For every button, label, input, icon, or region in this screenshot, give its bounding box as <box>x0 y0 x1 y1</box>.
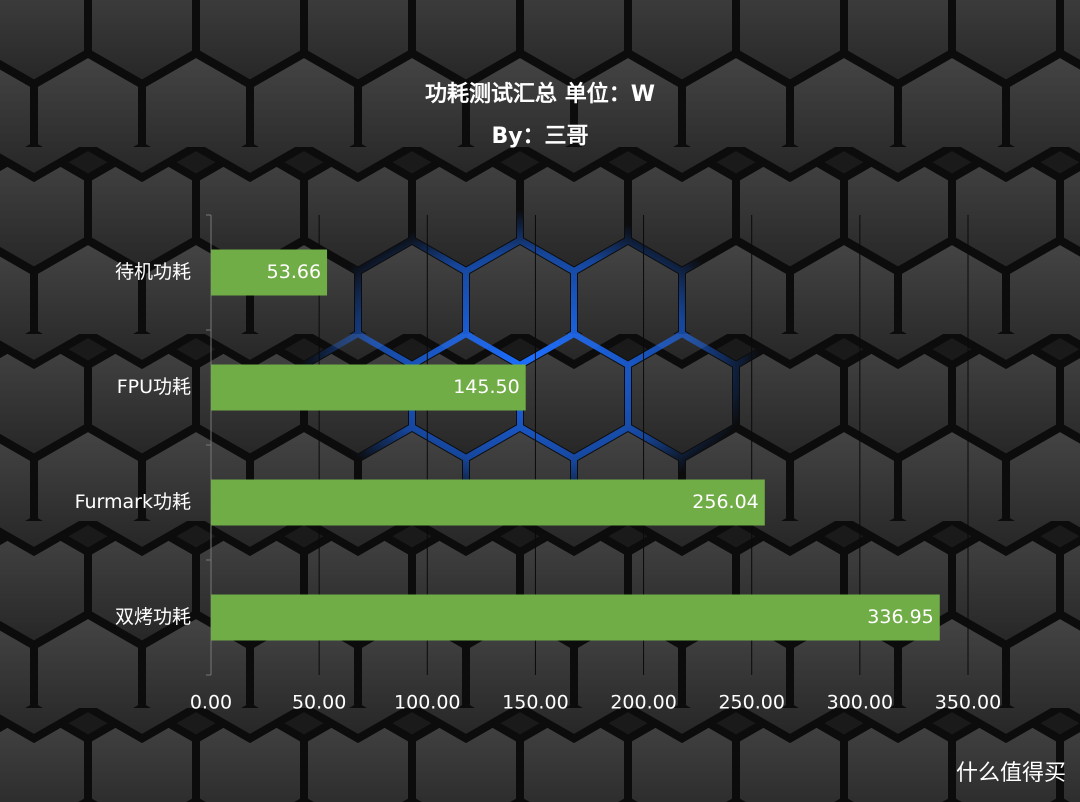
y-tick-label: Furmark功耗 <box>75 491 191 513</box>
y-tick-label: FPU功耗 <box>117 376 191 398</box>
watermark: 什么值得买 <box>956 761 1066 786</box>
x-tick-label: 150.00 <box>502 692 568 714</box>
chart-subtitle: By：三哥 <box>491 124 588 149</box>
bar <box>211 364 526 411</box>
bar <box>211 479 765 526</box>
value-label: 53.66 <box>267 261 321 283</box>
bar <box>211 594 940 641</box>
value-label: 256.04 <box>692 491 758 513</box>
x-tick-label: 100.00 <box>394 692 460 714</box>
x-tick-label: 0.00 <box>190 692 232 714</box>
x-tick-label: 200.00 <box>610 692 676 714</box>
bar <box>211 249 328 296</box>
y-tick-label: 待机功耗 <box>115 261 191 283</box>
y-tick-label: 双烤功耗 <box>115 606 191 628</box>
x-tick-label: 50.00 <box>292 692 346 714</box>
x-tick-label: 300.00 <box>827 692 893 714</box>
x-tick-label: 250.00 <box>718 692 784 714</box>
x-tick-label: 350.00 <box>935 692 1001 714</box>
value-label: 336.95 <box>867 606 933 628</box>
value-label: 145.50 <box>453 376 519 398</box>
chart-title: 功耗测试汇总 单位：W <box>425 81 655 107</box>
